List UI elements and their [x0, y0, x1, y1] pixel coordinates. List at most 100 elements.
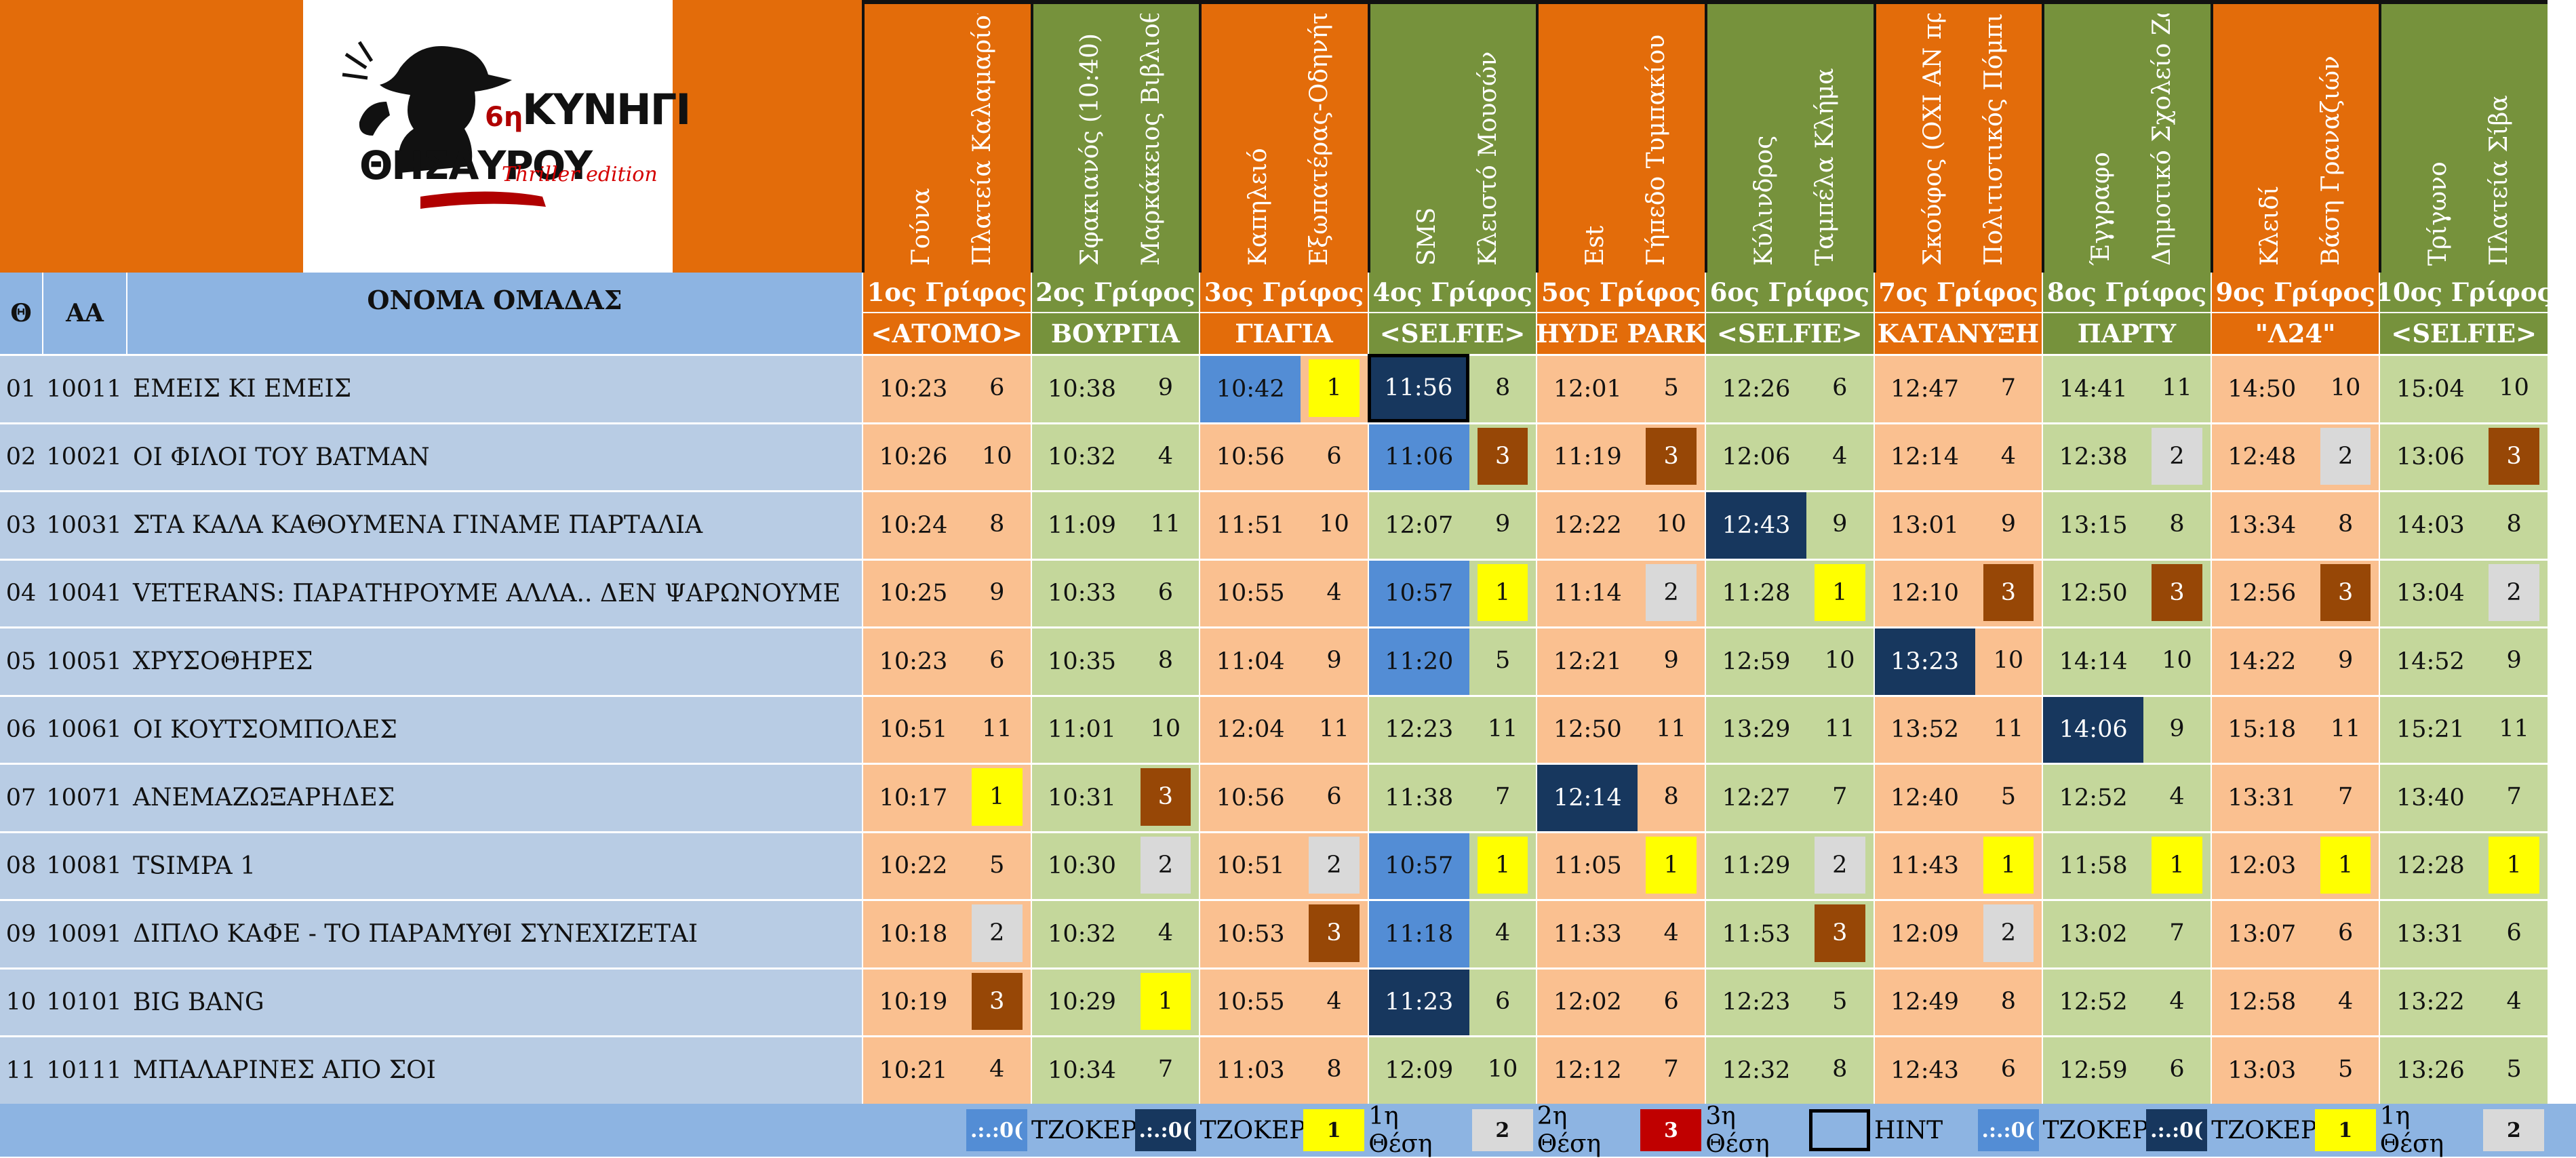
clue-time: 10:35 [1030, 626, 1132, 695]
clue-time: 11:43 [1873, 831, 1975, 899]
clue-rank-value: 6 [1477, 972, 1528, 1030]
clue-time: 13:02 [2042, 899, 2144, 967]
clue-rank-value: 1 [1477, 836, 1528, 894]
banner-logo-area [303, 0, 673, 273]
row-position: 07 [0, 763, 42, 831]
clue-label: 8ος Γρίφος [2042, 273, 2211, 312]
clue-time: 12:38 [2042, 422, 2144, 490]
clue-rank-value: 9 [972, 563, 1023, 621]
clue-header-bg [1536, 0, 1705, 273]
clue-rank-value: 8 [2320, 496, 2371, 553]
clue-time: 12:10 [1873, 558, 1975, 626]
clue-rank-value: 6 [1140, 563, 1191, 621]
clue-time: 14:50 [2210, 354, 2312, 422]
clue-time: 12:03 [2210, 831, 2312, 899]
clue-time: 12:04 [1199, 694, 1301, 763]
clue-time: 12:02 [1536, 967, 1638, 1035]
clue-rank-value: 11 [1646, 700, 1697, 757]
clue-time: 12:47 [1873, 354, 1975, 422]
legend-label: 1η Θέση [2379, 1102, 2444, 1158]
clue-rank-value: 10 [1815, 632, 1865, 690]
clue-answer-2: Δημοτικό Σχολείο Ζαρού [2150, 14, 2177, 266]
clue-time: 12:01 [1536, 354, 1638, 422]
clue-category: ΚΑΤΑΝΥΞΗ [1873, 312, 2042, 354]
clue-answer-2: Ταμπέλα Κλήμα [1813, 68, 1839, 266]
clue-rank-value: 6 [2489, 904, 2539, 962]
row-team-id: 10051 [42, 626, 126, 695]
clue-rank-value: 6 [1983, 1041, 2034, 1098]
clue-label: 3ος Γρίφος [1199, 273, 1368, 312]
clue-rank-value: 6 [2152, 1041, 2202, 1098]
clue-time: 12:43 [1873, 1035, 1975, 1104]
clue-time: 13:29 [1705, 694, 1806, 763]
clue-answer-1: Κλειδί [2257, 185, 2284, 266]
clue-rank-value: 11 [972, 700, 1023, 757]
clue-rank-value: 6 [1646, 972, 1697, 1030]
clue-rank-value: 6 [1309, 768, 1360, 826]
clue-rank-value: 2 [2489, 563, 2539, 621]
row-team-name: ΟΙ ΚΟΥΤΣΟΜΠΟΛΕΣ [126, 694, 862, 763]
header-id: ΑΑ [42, 273, 126, 354]
clue-time: 12:14 [1873, 422, 1975, 490]
clue-time: 12:56 [2210, 558, 2312, 626]
clue-rank-value: 8 [2489, 496, 2539, 553]
clue-time: 12:09 [1367, 1035, 1469, 1104]
clue-time: 12:43 [1705, 490, 1806, 559]
detective-silhouette-icon [342, 41, 546, 209]
clue-time: 13:07 [2210, 899, 2312, 967]
clue-rank-value: 11 [1477, 700, 1528, 757]
clue-time: 15:21 [2379, 694, 2481, 763]
clue-rank-value: 9 [1309, 632, 1360, 690]
clue-rank-value: 11 [1983, 700, 2034, 757]
clue-rank-value: 8 [1477, 359, 1528, 417]
clue-time: 12:50 [1536, 694, 1638, 763]
clue-rank-value: 6 [972, 632, 1023, 690]
clue-category: <SELFIE> [1705, 312, 1874, 354]
row-team-name: ΑΝΕΜΑΖΩΞΑΡΗΔΕΣ [126, 763, 862, 831]
legend-swatch: .:.:0( [1134, 1109, 1196, 1151]
clue-time: 10:51 [1199, 831, 1301, 899]
clue-rank-value: 8 [1140, 632, 1191, 690]
clue-header-bg [1030, 0, 1200, 273]
clue-rank-value: 3 [1983, 563, 2034, 621]
clue-time: 12:59 [1705, 626, 1806, 695]
clue-time: 10:25 [862, 558, 964, 626]
clue-rank-value: 7 [2320, 768, 2371, 826]
legend-label: ΤΖΟΚΕΡ [1031, 1116, 1137, 1144]
clue-time: 12:50 [2042, 558, 2144, 626]
clue-answer-2: Κλειστό Μουσών [1475, 51, 1502, 266]
legend-label: ΤΖΟΚΕΡ [2042, 1116, 2149, 1144]
clue-time: 10:26 [862, 422, 964, 490]
clue-time: 11:01 [1030, 694, 1132, 763]
row-team-id: 10011 [42, 354, 126, 422]
clue-time: 11:58 [2042, 831, 2144, 899]
clue-answer-1: Est [1583, 225, 1610, 266]
row-team-id: 10031 [42, 490, 126, 559]
clue-time: 11:14 [1536, 558, 1638, 626]
row-position: 06 [0, 694, 42, 763]
clue-rank-value: 8 [972, 496, 1023, 553]
row-team-name: ΣΤΑ ΚΑΛΑ ΚΑΘΟΥΜΕΝΑ ΓΙΝΑΜΕ ΠΑΡΤΑΛΙΑ [126, 490, 862, 559]
clue-rank-value: 9 [2320, 632, 2371, 690]
clue-time: 10:55 [1199, 967, 1301, 1035]
legend-label [2548, 1104, 2576, 1157]
clue-time: 12:59 [2042, 1035, 2144, 1104]
clue-answer-1: Καπηλειό [1246, 148, 1273, 266]
row-team-id: 10111 [42, 1035, 126, 1104]
clue-rank-value: 1 [1140, 972, 1191, 1030]
clue-time: 13:03 [2210, 1035, 2312, 1104]
clue-rank-value: 3 [1477, 427, 1528, 485]
clue-time: 11:05 [1536, 831, 1638, 899]
header-position: Θ [0, 273, 42, 354]
row-position: 11 [0, 1035, 42, 1104]
clue-time: 13:01 [1873, 490, 1975, 559]
clue-header-bg [2042, 0, 2211, 273]
clue-time: 14:06 [2042, 694, 2144, 763]
row-team-id: 10041 [42, 558, 126, 626]
clue-category: ΒΟΥΡΓΙΑ [1030, 312, 1200, 354]
clue-time: 13:26 [2379, 1035, 2481, 1104]
clue-rank-value: 4 [1646, 904, 1697, 962]
row-team-name: BIG BANG [126, 967, 862, 1035]
clue-time: 12:32 [1705, 1035, 1806, 1104]
